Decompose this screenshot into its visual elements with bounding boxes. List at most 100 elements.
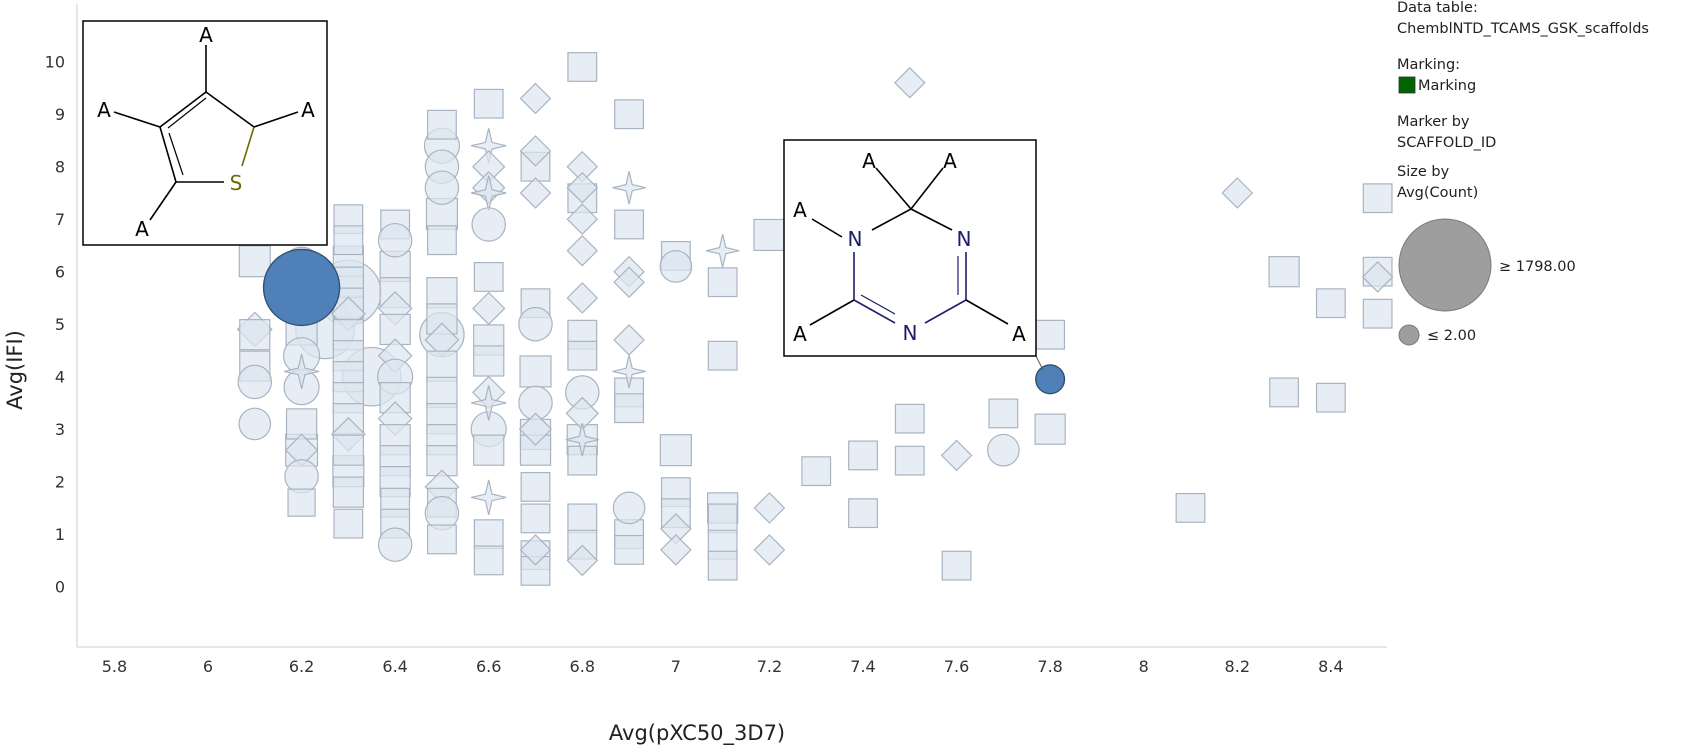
data-point-circle[interactable] — [471, 207, 506, 242]
thiophene-structure-box[interactable]: A A A A S — [82, 20, 328, 246]
data-point-square[interactable] — [1362, 298, 1393, 329]
marked-data-point-circle[interactable] — [1035, 364, 1066, 395]
data-point-square[interactable] — [519, 355, 552, 388]
data-point-square[interactable] — [520, 503, 551, 534]
data-point-square[interactable] — [707, 340, 738, 371]
data-point-diamond[interactable] — [566, 171, 599, 204]
data-point-square[interactable] — [379, 313, 411, 346]
data-point-diamond[interactable] — [613, 324, 645, 356]
legend-marking-value[interactable]: Marking — [1418, 78, 1476, 94]
data-point-diamond[interactable] — [519, 135, 552, 167]
data-point-four-point-star[interactable] — [565, 422, 599, 457]
marking-color-swatch[interactable] — [1398, 76, 1416, 94]
data-point-square[interactable] — [473, 434, 505, 466]
data-point-four-point-star[interactable] — [471, 385, 507, 421]
data-point-square[interactable] — [287, 488, 316, 517]
data-point-square[interactable] — [848, 440, 878, 471]
data-point-square[interactable] — [520, 471, 551, 502]
data-point-square[interactable] — [1268, 256, 1300, 288]
data-point-square[interactable] — [614, 209, 645, 240]
data-point-four-point-star[interactable] — [612, 171, 646, 205]
data-point-diamond[interactable] — [472, 291, 506, 326]
data-point-four-point-star[interactable] — [283, 353, 320, 390]
data-point-square[interactable] — [473, 519, 504, 550]
data-point-square[interactable] — [332, 434, 365, 466]
data-point-four-point-star[interactable] — [612, 354, 646, 389]
data-point-diamond[interactable] — [566, 544, 599, 577]
data-point-square[interactable] — [614, 393, 645, 424]
data-point-circle[interactable] — [284, 459, 319, 494]
data-point-circle[interactable] — [237, 364, 273, 400]
data-point-circle[interactable] — [377, 527, 413, 562]
data-point-circle[interactable] — [987, 433, 1020, 467]
data-point-square[interactable] — [659, 434, 692, 467]
data-point-diamond[interactable] — [940, 439, 973, 472]
data-point-diamond[interactable] — [1361, 261, 1394, 293]
data-point-square[interactable] — [239, 319, 271, 351]
data-point-square[interactable] — [426, 376, 458, 409]
data-point-square[interactable] — [614, 99, 645, 130]
data-point-circle[interactable] — [424, 170, 460, 205]
data-point-diamond[interactable] — [660, 534, 692, 566]
data-point-square[interactable] — [473, 88, 504, 119]
data-point-diamond[interactable] — [519, 177, 552, 209]
data-point-square[interactable] — [1175, 492, 1206, 523]
data-point-diamond[interactable] — [893, 66, 926, 99]
data-point-square[interactable] — [894, 445, 925, 476]
data-point-square[interactable] — [1034, 413, 1066, 445]
data-point-square[interactable] — [614, 534, 645, 565]
data-point-circle[interactable] — [377, 222, 413, 258]
data-point-circle[interactable] — [612, 491, 646, 525]
data-point-diamond[interactable] — [753, 492, 786, 524]
data-point-diamond[interactable] — [518, 412, 553, 446]
data-point-square[interactable] — [941, 550, 972, 581]
data-point-square[interactable] — [1315, 382, 1346, 413]
data-point-square[interactable] — [426, 524, 457, 555]
data-point-four-point-star[interactable] — [471, 479, 507, 516]
data-point-diamond[interactable] — [566, 234, 599, 267]
data-point-square[interactable] — [707, 550, 738, 581]
data-point-square[interactable] — [332, 476, 365, 508]
data-point-circle[interactable] — [659, 250, 693, 283]
data-point-square[interactable] — [848, 498, 878, 529]
triazine-structure-box[interactable]: A A A A A N N N — [783, 139, 1044, 371]
data-point-square[interactable] — [988, 398, 1019, 429]
data-point-square[interactable] — [473, 545, 504, 576]
data-point-square[interactable] — [1035, 319, 1066, 350]
data-point-circle[interactable] — [518, 306, 553, 342]
data-point-square[interactable] — [426, 225, 457, 256]
data-point-square[interactable] — [426, 350, 458, 382]
legend-size-by-value[interactable]: Avg(Count) — [1397, 185, 1478, 201]
data-point-diamond[interactable] — [566, 203, 599, 236]
data-point-square[interactable] — [473, 262, 504, 292]
data-point-four-point-star[interactable] — [705, 234, 740, 268]
data-point-square[interactable] — [801, 456, 832, 487]
data-point-square[interactable] — [567, 340, 598, 371]
marked-data-point-circle[interactable] — [262, 248, 341, 327]
data-point-square[interactable] — [707, 267, 738, 298]
data-point-square[interactable] — [426, 277, 458, 309]
data-point-square[interactable] — [753, 218, 786, 252]
data-point-diamond[interactable] — [753, 534, 786, 566]
data-point-diamond[interactable] — [519, 534, 552, 566]
legend-data-table-value[interactable]: ChemblNTD_TCAMS_GSK_scaffolds — [1397, 21, 1649, 37]
data-point-diamond[interactable] — [1221, 177, 1254, 209]
data-point-square[interactable] — [894, 403, 925, 434]
data-point-circle[interactable] — [238, 407, 272, 441]
data-point-diamond[interactable] — [519, 82, 552, 115]
data-point-square[interactable] — [707, 503, 738, 534]
legend-marker-by-value[interactable]: SCAFFOLD_ID — [1397, 135, 1496, 151]
data-point-square[interactable] — [333, 508, 364, 539]
data-point-square[interactable] — [567, 503, 598, 534]
data-point-square[interactable] — [1362, 183, 1393, 214]
data-point-diamond[interactable] — [566, 282, 599, 314]
data-point-square[interactable] — [333, 225, 364, 256]
data-point-square[interactable] — [1269, 377, 1300, 408]
data-point-square[interactable] — [426, 109, 457, 140]
data-point-square[interactable] — [473, 345, 505, 377]
data-point-square[interactable] — [1315, 288, 1346, 319]
data-point-square[interactable] — [238, 245, 271, 278]
data-point-diamond[interactable] — [613, 266, 645, 299]
data-point-square[interactable] — [567, 52, 598, 82]
data-point-four-point-star[interactable] — [471, 175, 507, 211]
